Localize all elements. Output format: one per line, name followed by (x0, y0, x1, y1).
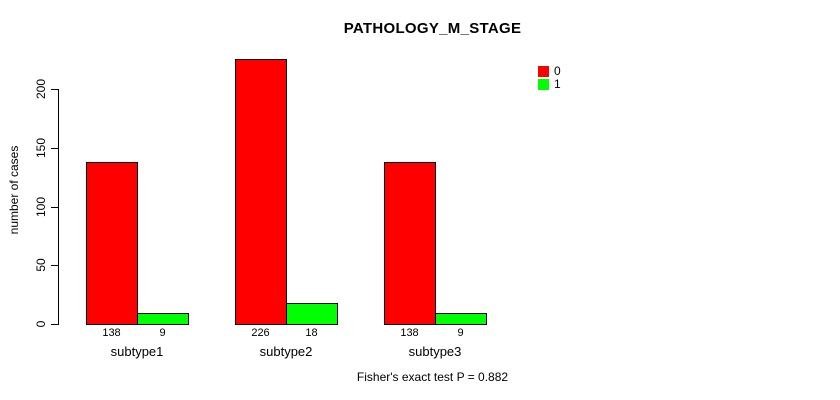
bar-0-subtype1 (86, 162, 138, 325)
y-axis-label: number of cases (7, 145, 21, 235)
chart-title: PATHOLOGY_M_STAGE (343, 20, 522, 37)
bar-value-label: 226 (251, 327, 270, 339)
bar-value-label: 9 (159, 327, 166, 339)
category-label-subtype1: subtype1 (110, 344, 164, 359)
y-tick-label: 150 (34, 137, 48, 159)
bar-value-label: 18 (305, 327, 318, 339)
y-tick (51, 265, 58, 266)
y-tick (51, 207, 58, 208)
y-tick (51, 89, 58, 90)
bar-0-subtype2 (235, 59, 287, 325)
y-tick-label: 200 (34, 78, 48, 100)
bar-1-subtype3 (435, 313, 487, 325)
y-tick-label: 50 (34, 258, 48, 272)
legend-swatch-icon (538, 79, 549, 90)
category-label-subtype2: subtype2 (259, 344, 313, 359)
bar-1-subtype1 (137, 313, 189, 325)
bar-value-label: 9 (457, 327, 464, 339)
legend-label: 1 (554, 77, 561, 91)
y-tick-label: 100 (34, 196, 48, 218)
legend-item-1: 1 (538, 77, 561, 91)
fisher-test-annotation: Fisher's exact test P = 0.882 (356, 370, 509, 384)
legend-item-0: 0 (538, 64, 561, 78)
bar-1-subtype2 (286, 303, 338, 325)
y-tick (51, 324, 58, 325)
bar-value-label: 138 (102, 327, 121, 339)
category-label-subtype3: subtype3 (408, 344, 462, 359)
y-tick-label: 0 (34, 320, 48, 328)
y-axis-line (58, 89, 59, 325)
bar-value-label: 138 (400, 327, 419, 339)
y-tick (51, 148, 58, 149)
legend-swatch-icon (538, 66, 549, 77)
bar-0-subtype3 (384, 162, 436, 325)
legend-label: 0 (554, 64, 561, 78)
